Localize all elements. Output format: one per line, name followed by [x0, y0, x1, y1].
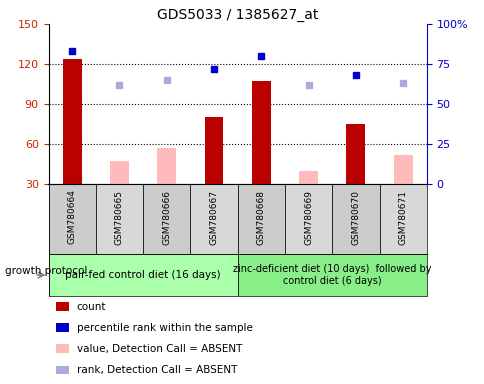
Text: growth protocol: growth protocol — [5, 266, 87, 276]
FancyBboxPatch shape — [56, 302, 69, 311]
Text: percentile rank within the sample: percentile rank within the sample — [76, 323, 252, 333]
Text: GSM780671: GSM780671 — [398, 190, 407, 245]
Text: GSM780665: GSM780665 — [115, 190, 124, 245]
Bar — [285, 184, 332, 254]
Text: rank, Detection Call = ABSENT: rank, Detection Call = ABSENT — [76, 365, 237, 375]
Bar — [393, 155, 412, 184]
Text: GSM780669: GSM780669 — [303, 190, 313, 245]
Bar — [157, 148, 176, 184]
Bar — [110, 161, 129, 184]
FancyBboxPatch shape — [56, 366, 69, 374]
Bar — [190, 184, 237, 254]
Text: GSM780664: GSM780664 — [67, 190, 76, 245]
Bar — [346, 124, 364, 184]
Bar — [204, 118, 223, 184]
Text: GSM780667: GSM780667 — [209, 190, 218, 245]
Text: count: count — [76, 301, 106, 311]
Bar — [48, 184, 95, 254]
Title: GDS5033 / 1385627_at: GDS5033 / 1385627_at — [157, 8, 318, 22]
FancyBboxPatch shape — [56, 344, 69, 353]
Bar — [157, 151, 176, 184]
Text: GSM780668: GSM780668 — [256, 190, 265, 245]
Text: value, Detection Call = ABSENT: value, Detection Call = ABSENT — [76, 344, 242, 354]
Bar — [378, 184, 426, 254]
Text: GSM780666: GSM780666 — [162, 190, 171, 245]
Bar — [299, 170, 318, 184]
Bar — [237, 184, 285, 254]
FancyBboxPatch shape — [56, 323, 69, 332]
Text: zinc-deficient diet (10 days)  followed by
control diet (6 days): zinc-deficient diet (10 days) followed b… — [232, 264, 431, 286]
Bar — [251, 81, 270, 184]
Text: pair-fed control diet (16 days): pair-fed control diet (16 days) — [65, 270, 220, 280]
Text: GSM780670: GSM780670 — [350, 190, 360, 245]
Bar — [332, 184, 378, 254]
Bar — [143, 184, 190, 254]
Bar — [62, 59, 81, 184]
Bar — [95, 184, 143, 254]
Bar — [48, 254, 237, 296]
Bar — [237, 254, 426, 296]
